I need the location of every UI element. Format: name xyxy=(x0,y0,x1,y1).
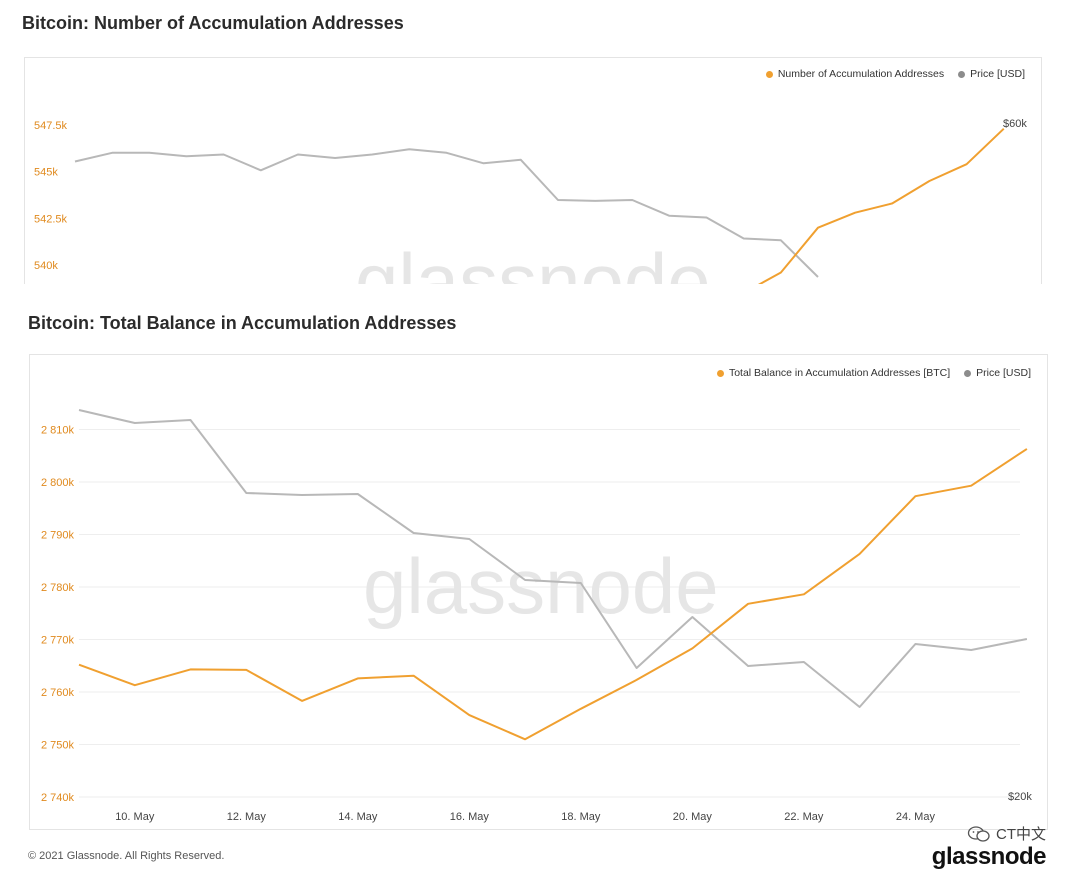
legend-label: Price [USD] xyxy=(976,367,1031,379)
y-tick-label: 2 770k xyxy=(41,635,75,647)
legend-label: Price [USD] xyxy=(970,68,1025,80)
chart-1-svg: glassnode 547.5k 545k 542.5k 540k $60k xyxy=(34,118,1027,284)
brand-top-text: CT中文 xyxy=(996,826,1046,843)
y-tick-label: 2 780k xyxy=(41,582,75,594)
brand-logo-text: glassnode xyxy=(931,843,1047,870)
y-tick-label: 2 750k xyxy=(41,740,75,752)
legend-dot-icon xyxy=(765,70,773,78)
y-tick-label: 2 790k xyxy=(41,530,75,542)
accumulation-addresses-line xyxy=(757,127,1005,284)
chart-2-legend: Total Balance in Accumulation Addresses … xyxy=(716,367,1031,379)
legend-dot-icon xyxy=(958,70,966,78)
legend-item-total-balance[interactable]: Total Balance in Accumulation Addresses … xyxy=(716,367,951,379)
brand-watermark: CT中文 glassnode xyxy=(931,823,1047,870)
right-axis-tick-label: $60k xyxy=(1003,118,1027,130)
y-tick-label: 547.5k xyxy=(34,120,68,132)
x-tick-label: 24. May xyxy=(896,811,936,823)
chart-2-title: Bitcoin: Total Balance in Accumulation A… xyxy=(28,313,457,333)
y-tick-label: 2 740k xyxy=(41,792,75,804)
y-tick-label: 545k xyxy=(34,167,58,179)
x-tick-label: 20. May xyxy=(673,811,713,823)
copyright-footer: © 2021 Glassnode. All Rights Reserved. xyxy=(28,850,225,862)
total-balance-line xyxy=(78,448,1028,741)
x-tick-label: 16. May xyxy=(450,811,490,823)
legend-item-price[interactable]: Price [USD] xyxy=(964,367,1031,379)
chart-2-svg: glassnode 2 810k 2 800k 2 790k 2 780k 2 770k… xyxy=(41,409,1032,823)
chart-1-panel: Number of Accumulation Addresses Price [… xyxy=(24,57,1042,284)
x-tick-label: 10. May xyxy=(115,811,155,823)
chart-2-watermark: glassnode xyxy=(363,542,719,630)
chart-2-panel: Total Balance in Accumulation Addresses … xyxy=(29,354,1048,830)
x-tick-label: 12. May xyxy=(227,811,267,823)
legend-dot-icon xyxy=(716,369,724,377)
x-tick-label: 14. May xyxy=(338,811,378,823)
y-tick-label: 2 810k xyxy=(41,425,75,437)
legend-item-accumulation-addresses[interactable]: Number of Accumulation Addresses xyxy=(765,68,945,80)
chart-1-title: Bitcoin: Number of Accumulation Addresse… xyxy=(22,13,404,33)
right-axis-tick-label: $20k xyxy=(1008,791,1032,803)
wechat-icon xyxy=(967,825,990,842)
y-tick-label: 540k xyxy=(34,260,58,272)
y-tick-label: 2 760k xyxy=(41,687,75,699)
y-tick-label: 2 800k xyxy=(41,477,75,489)
legend-label: Number of Accumulation Addresses xyxy=(777,68,945,80)
legend-item-price[interactable]: Price [USD] xyxy=(958,68,1025,80)
chart-1-legend: Number of Accumulation Addresses Price [… xyxy=(765,68,1025,80)
price-line xyxy=(78,409,1028,708)
legend-label: Total Balance in Accumulation Addresses … xyxy=(728,367,951,379)
legend-dot-icon xyxy=(964,369,972,377)
x-tick-label: 18. May xyxy=(561,811,601,823)
x-tick-label: 22. May xyxy=(784,811,824,823)
y-tick-label: 542.5k xyxy=(34,213,68,225)
chart-1-watermark: glassnode xyxy=(355,237,711,284)
